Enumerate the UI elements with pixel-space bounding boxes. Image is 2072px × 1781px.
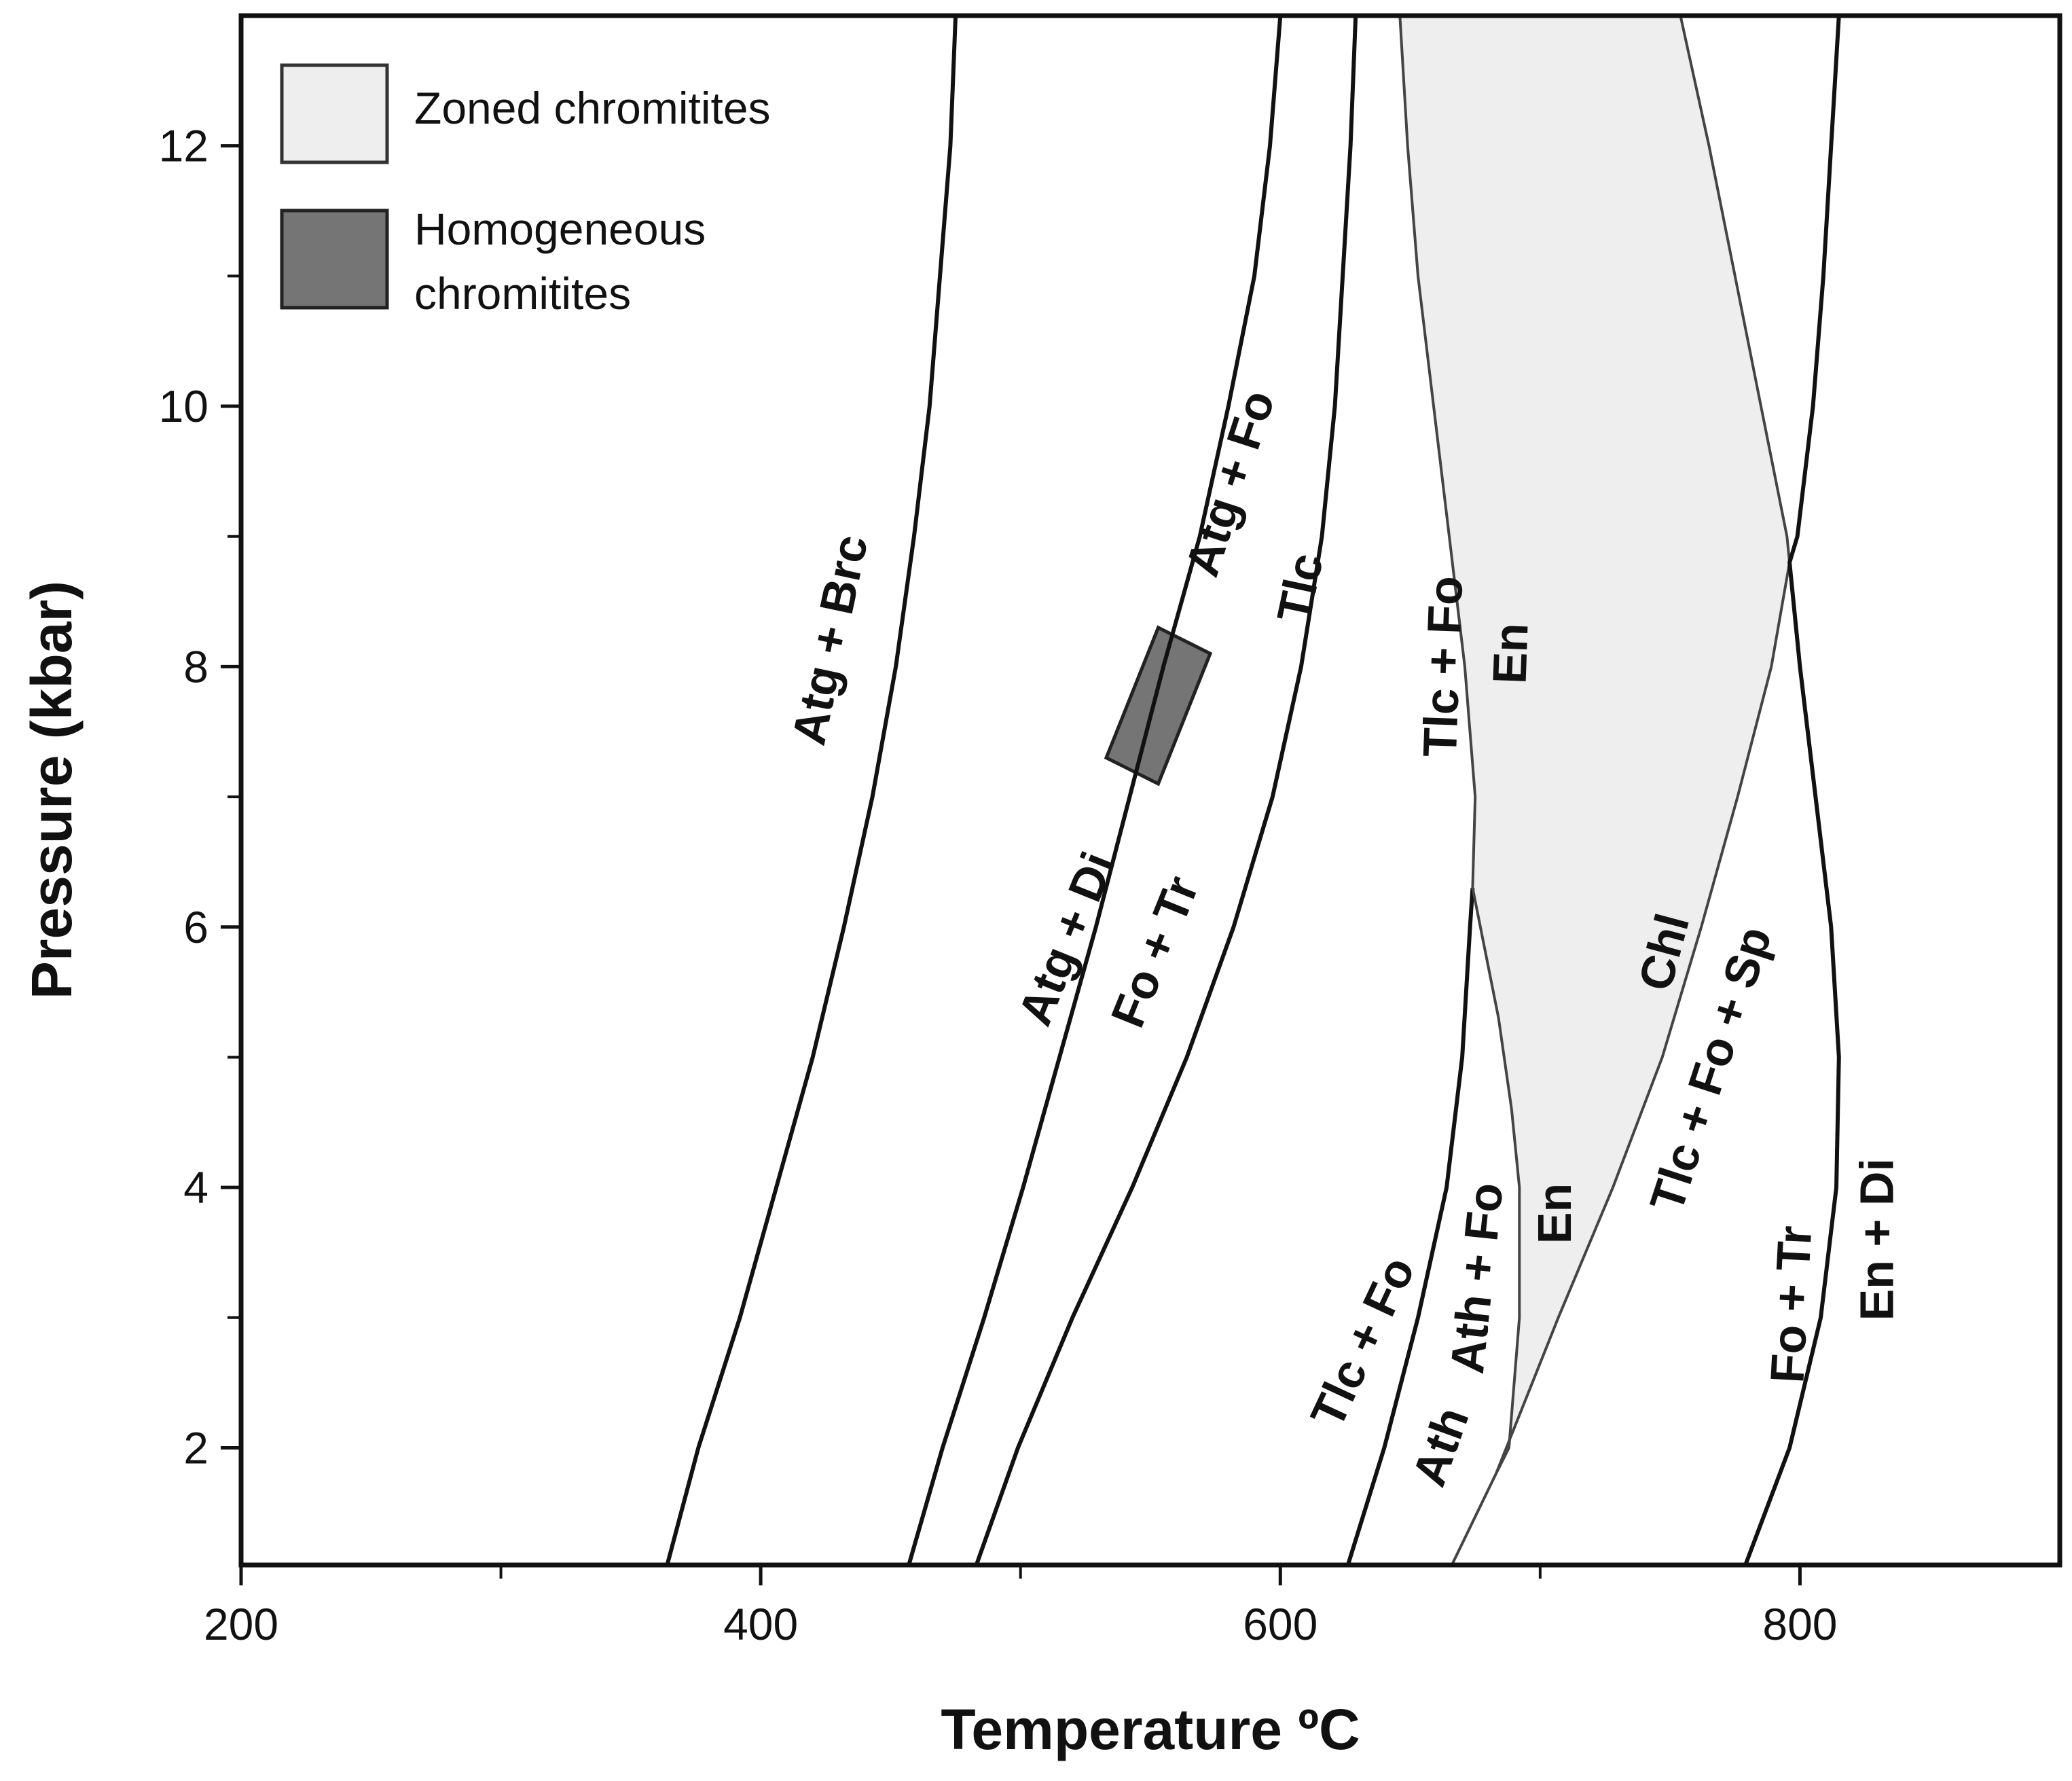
curve-layer (665, 15, 1841, 1566)
x-tick-label: 200 (204, 1599, 278, 1649)
x-tick-label: 600 (1243, 1599, 1317, 1649)
legend: Zoned chromitites Homogeneous chromitite… (280, 63, 771, 319)
y-tick-label: 4 (183, 1162, 208, 1212)
zone-layer (1104, 16, 1790, 1474)
reaction-curve-3 (974, 15, 1358, 1566)
y-tick-label: 6 (183, 902, 208, 952)
homogeneous-chromitites-box (1104, 625, 1213, 787)
assemblage-label-6: Tlc + Fo (1413, 575, 1472, 758)
zoned-chromitites-region (1400, 16, 1790, 1474)
assemblage-label-11: En (1528, 1183, 1581, 1244)
y-axis-title: Pressure (kbar) (20, 581, 84, 999)
legend-label-zoned: Zoned chromitites (414, 83, 771, 133)
legend-swatch-zoned (280, 63, 389, 164)
reaction-curve-5 (1345, 888, 1475, 1566)
assemblage-label-14: Fo + Tr (1760, 1225, 1821, 1384)
reaction-curve-8 (1743, 15, 1841, 1566)
legend-label-homogeneous-line1: Homogeneous (414, 204, 706, 254)
legend-swatch-homogeneous (280, 209, 389, 310)
y-tick-label: 12 (159, 121, 208, 171)
y-tick-label: 2 (183, 1422, 208, 1473)
reaction-curve-2 (907, 15, 1283, 1566)
legend-label-homogeneous-line2: chromitites (414, 268, 631, 319)
plot-frame (238, 13, 2062, 1568)
tick-layer: 200 400 600 800 2 4 6 8 10 12 (159, 121, 1838, 1649)
assemblage-label-7: En (1483, 622, 1538, 685)
y-tick-label: 10 (159, 381, 208, 431)
reaction-curve-4 (1398, 15, 1477, 888)
reaction-curve-7 (1494, 15, 1792, 1475)
x-axis-title: Temperature ºC (941, 1697, 1360, 1761)
assemblage-label-15: En + Di (1850, 1158, 1903, 1320)
x-tick-label: 400 (723, 1599, 798, 1649)
y-tick-label: 8 (183, 641, 208, 691)
x-tick-label: 800 (1762, 1599, 1837, 1649)
reaction-curve-1 (665, 15, 958, 1566)
